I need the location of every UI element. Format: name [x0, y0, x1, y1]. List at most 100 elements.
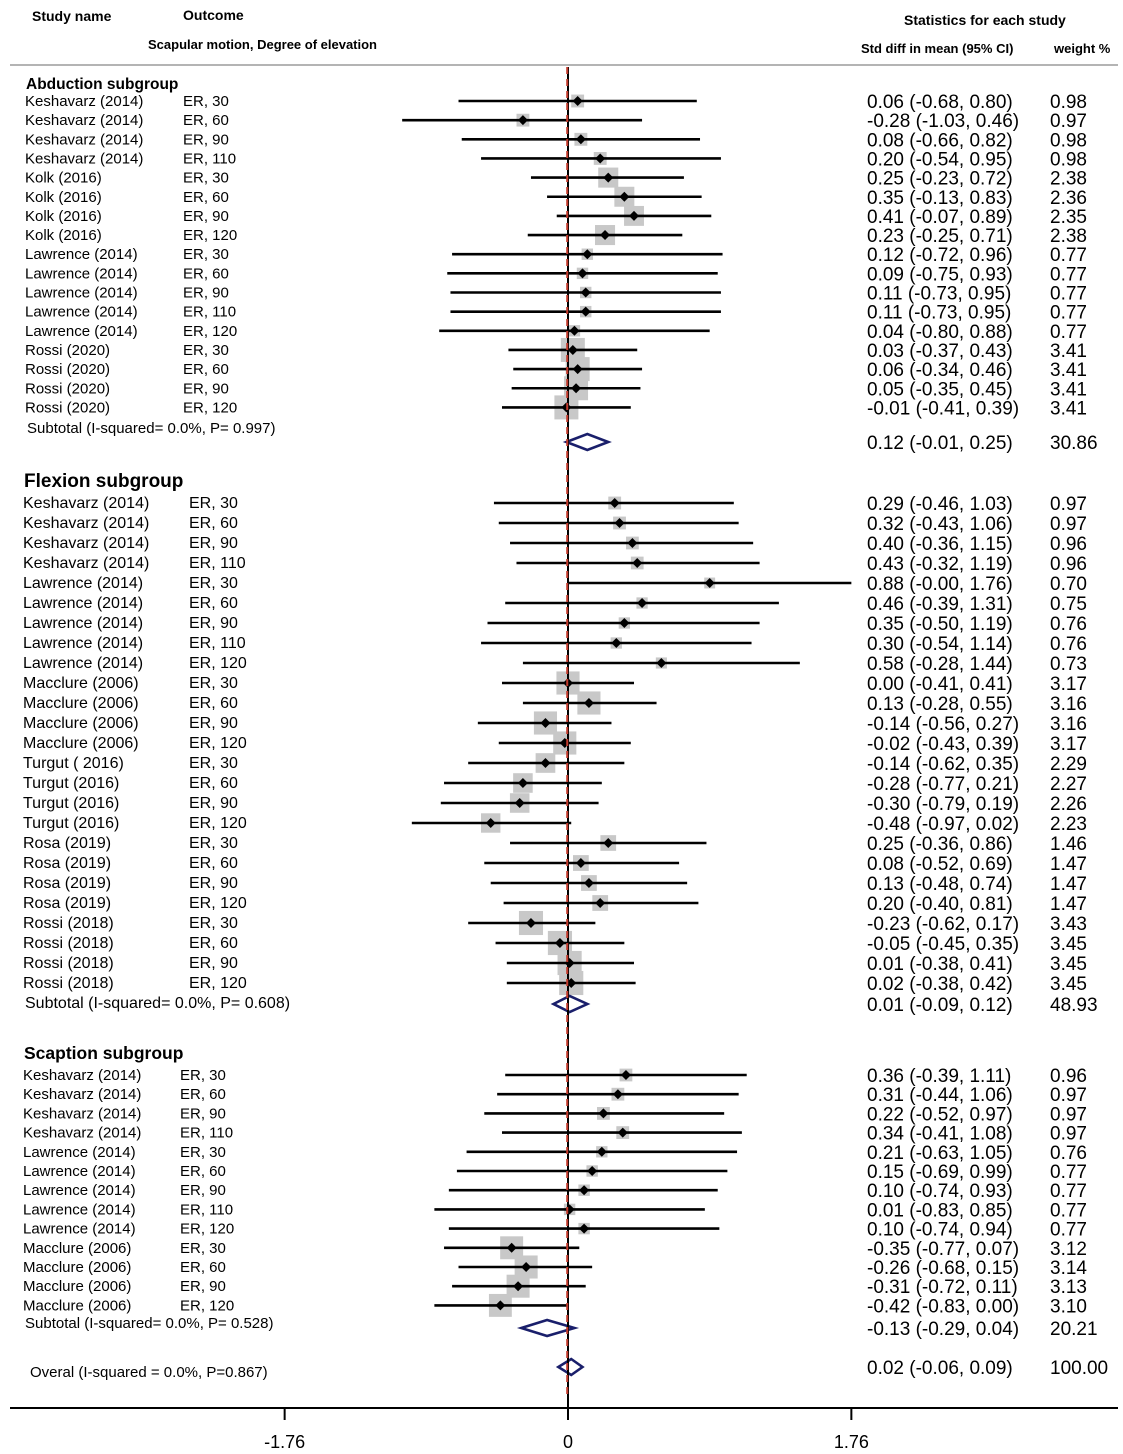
weight-text: 0.96: [1050, 534, 1087, 555]
point-estimate: [637, 598, 648, 608]
effect-ci-text: 0.03 (-0.37, 0.43): [867, 341, 1013, 362]
x-tick-label: 1.76: [834, 1432, 869, 1452]
subtotal-diamond: [562, 432, 612, 452]
outcome-label: ER, 120: [183, 323, 237, 340]
weight-text: 2.26: [1050, 794, 1087, 815]
outcome-label: ER, 30: [183, 93, 229, 110]
effect-ci-text: 0.25 (-0.36, 0.86): [867, 834, 1013, 855]
outcome-label: ER, 110: [189, 555, 246, 572]
outcome-label: ER, 60: [180, 1259, 226, 1276]
effect-ci-text: 0.46 (-0.39, 1.31): [867, 594, 1013, 615]
header-weight-column: weight %: [1053, 41, 1111, 56]
weight-text: 0.97: [1050, 514, 1087, 535]
effect-ci-text: 0.29 (-0.46, 1.03): [867, 494, 1013, 515]
outcome-label: ER, 30: [189, 495, 238, 512]
effect-ci-text: -0.31 (-0.72, 0.11): [867, 1277, 1018, 1298]
outcome-label: ER, 90: [183, 285, 229, 302]
header-outcome-description: Scapular motion, Degree of elevation: [148, 37, 377, 52]
point-estimate: [632, 558, 643, 568]
weight-text: 0.97: [1050, 1085, 1087, 1106]
outcome-label: ER, 90: [189, 615, 238, 632]
subtotal-weight-text: 48.93: [1050, 995, 1098, 1016]
weight-text: 1.47: [1050, 894, 1087, 915]
outcome-label: ER, 30: [189, 835, 238, 852]
x-tick-label: 0: [563, 1432, 573, 1452]
effect-ci-text: -0.28 (-1.03, 0.46): [867, 111, 1019, 132]
weight-text: 1.46: [1050, 834, 1087, 855]
effect-ci-text: 0.41 (-0.07, 0.89): [867, 207, 1013, 228]
study-label: Lawrence (2014): [25, 323, 138, 340]
study-label: Rossi (2020): [25, 361, 110, 378]
effect-ci-text: -0.14 (-0.56, 0.27): [867, 714, 1019, 735]
weight-text: 0.76: [1050, 634, 1087, 655]
point-estimate: [517, 115, 528, 126]
outcome-label: ER, 30: [180, 1144, 226, 1161]
weight-text: 3.43: [1050, 914, 1087, 935]
study-label: Macclure (2006): [23, 1278, 131, 1295]
weight-text: 3.17: [1050, 734, 1087, 755]
study-label: Keshavarz (2014): [25, 131, 143, 148]
effect-ci-text: 0.43 (-0.32, 1.19): [867, 554, 1013, 575]
weight-text: 1.47: [1050, 854, 1087, 875]
point-estimate: [571, 383, 582, 394]
outcome-label: ER, 90: [189, 535, 238, 552]
effect-ci-text: 0.40 (-0.36, 1.15): [867, 534, 1013, 555]
outcome-label: ER, 90: [189, 795, 238, 812]
effect-ci-text: 0.09 (-0.75, 0.93): [867, 264, 1013, 285]
point-estimate: [506, 1242, 517, 1253]
weight-text: 3.12: [1050, 1239, 1087, 1260]
effect-ci-text: 0.31 (-0.44, 1.06): [867, 1085, 1013, 1106]
effect-ci-text: 0.06 (-0.34, 0.46): [867, 360, 1013, 381]
point-estimate: [600, 230, 611, 241]
outcome-label: ER, 60: [180, 1163, 226, 1180]
subtotal-weight-text: 30.86: [1050, 433, 1098, 454]
weight-text: 3.14: [1050, 1258, 1087, 1279]
subtotal-label: Subtotal (I-squared= 0.0%, P= 0.608): [25, 995, 290, 1012]
effect-ci-text: 0.20 (-0.40, 0.81): [867, 894, 1013, 915]
effect-ci-text: 0.10 (-0.74, 0.93): [867, 1181, 1013, 1202]
effect-ci-text: -0.28 (-0.77, 0.21): [867, 774, 1019, 795]
effect-ci-text: 0.88 (-0.00, 1.76): [867, 574, 1013, 595]
point-estimate: [579, 1223, 590, 1234]
weight-text: 0.75: [1050, 594, 1087, 615]
point-estimate: [540, 758, 551, 768]
outcome-label: ER, 90: [183, 131, 229, 148]
study-label: Rosa (2019): [23, 855, 111, 872]
outcome-label: ER, 90: [180, 1182, 226, 1199]
point-estimate: [567, 344, 578, 355]
weight-text: 0.97: [1050, 1104, 1087, 1125]
study-label: Kolk (2016): [25, 208, 102, 225]
outcome-label: ER, 120: [189, 735, 247, 752]
weight-text: 3.13: [1050, 1277, 1087, 1298]
point-estimate: [577, 268, 588, 279]
outcome-label: ER, 60: [183, 112, 229, 129]
study-label: Lawrence (2014): [23, 1182, 136, 1199]
outcome-label: ER, 90: [183, 380, 229, 397]
overall-diamond: [555, 1357, 585, 1377]
study-label: Keshavarz (2014): [25, 112, 143, 129]
weight-text: 0.77: [1050, 303, 1087, 324]
weight-text: 3.41: [1050, 341, 1087, 362]
subtotal-label: Subtotal (I-squared= 0.0%, P= 0.997): [27, 420, 276, 437]
effect-ci-text: 0.30 (-0.54, 1.14): [867, 634, 1013, 655]
effect-ci-text: 0.02 (-0.38, 0.42): [867, 974, 1013, 995]
outcome-label: ER, 60: [189, 775, 238, 792]
effect-ci-text: 0.13 (-0.48, 0.74): [867, 874, 1013, 895]
effect-ci-text: 0.58 (-0.28, 1.44): [867, 654, 1013, 675]
study-label: Keshavarz (2014): [25, 93, 143, 110]
study-label: Rossi (2020): [25, 342, 110, 359]
study-label: Lawrence (2014): [23, 575, 143, 592]
study-label: Rossi (2018): [23, 915, 114, 932]
study-label: Keshavarz (2014): [23, 495, 149, 512]
weight-text: 3.16: [1050, 694, 1087, 715]
effect-ci-text: -0.02 (-0.43, 0.39): [867, 734, 1019, 755]
point-estimate: [629, 210, 640, 221]
header-study-name: Study name: [32, 8, 112, 24]
weight-text: 0.97: [1050, 494, 1087, 515]
outcome-label: ER, 60: [183, 189, 229, 206]
outcome-label: ER, 120: [183, 399, 237, 416]
subtotal-ci-text: 0.12 (-0.01, 0.25): [867, 433, 1013, 454]
study-label: Lawrence (2014): [25, 246, 138, 263]
point-estimate: [583, 698, 594, 708]
